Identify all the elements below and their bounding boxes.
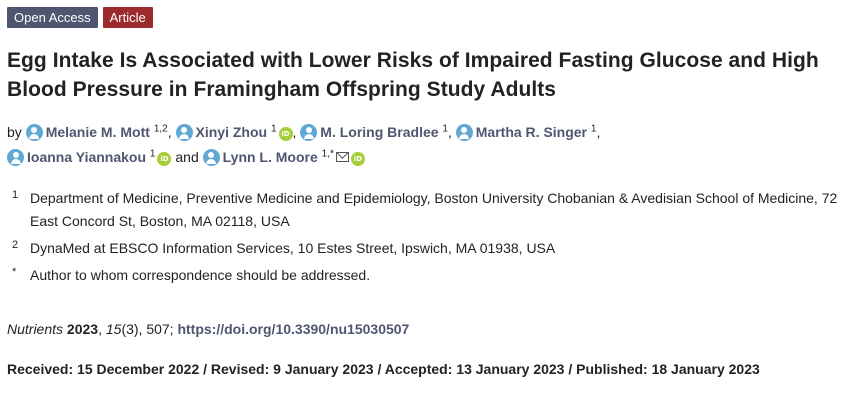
- affiliation-item: 2 DynaMed at EBSCO Information Services,…: [12, 237, 852, 260]
- affiliation-number: 1: [12, 189, 19, 201]
- orcid-icon[interactable]: iD: [157, 152, 172, 166]
- orcid-icon[interactable]: iD: [278, 127, 293, 141]
- citation: Nutrients 2023, 15(3), 507; https://doi.…: [7, 321, 410, 337]
- person-icon[interactable]: [175, 124, 193, 141]
- author-line-1: by Melanie M. Mott 1,2, Xinyi Zhou 1 iD, …: [7, 123, 601, 141]
- person-icon[interactable]: [455, 124, 473, 141]
- author-link[interactable]: Ioanna Yiannakou: [27, 149, 147, 165]
- and-label: and: [175, 149, 199, 165]
- affiliation-item: * Author to whom correspondence should b…: [12, 264, 852, 287]
- article-title: Egg Intake Is Associated with Lower Risk…: [7, 49, 819, 101]
- orcid-icon[interactable]: iD: [350, 152, 365, 166]
- author-affiliation-sup: 1: [270, 123, 277, 135]
- author-link[interactable]: M. Loring Bradlee: [320, 124, 439, 140]
- watermark: [6, 383, 116, 405]
- author-affiliation-sup: 1: [149, 148, 156, 160]
- person-icon[interactable]: [7, 149, 24, 166]
- person-icon[interactable]: [25, 124, 43, 141]
- article-type-badge[interactable]: Article: [102, 7, 153, 28]
- affiliation-text: Author to whom correspondence should be …: [30, 267, 371, 283]
- author-affiliation-sup: 1,2: [153, 123, 168, 135]
- affiliations: 1 Department of Medicine, Preventive Med…: [12, 187, 852, 291]
- author-list: by Melanie M. Mott 1,2, Xinyi Zhou 1 iD, …: [7, 120, 859, 170]
- doi-link[interactable]: https://doi.org/10.3390/nu15030507: [177, 321, 410, 337]
- affiliation-number: *: [12, 266, 17, 278]
- article-badges: Open Access Article: [7, 7, 153, 28]
- affiliation-text: DynaMed at EBSCO Information Services, 1…: [30, 240, 556, 256]
- author-link[interactable]: Lynn L. Moore: [222, 149, 318, 165]
- author-affiliation-sup: 1,*: [321, 148, 334, 160]
- author-affiliation-sup: 1: [442, 123, 448, 135]
- person-icon[interactable]: [300, 124, 318, 141]
- author-link[interactable]: Melanie M. Mott: [45, 124, 150, 140]
- affiliation-number: 2: [12, 239, 19, 251]
- citation-volume: 15: [105, 321, 122, 337]
- author-line-2: Ioanna Yiannakou 1 iD and Lynn L. Moore 1…: [7, 145, 859, 170]
- citation-issue-pages: (3), 507;: [121, 321, 174, 337]
- author-link[interactable]: Martha R. Singer: [475, 124, 588, 140]
- open-access-badge[interactable]: Open Access: [7, 7, 98, 28]
- author-link[interactable]: Xinyi Zhou: [195, 124, 268, 140]
- person-icon[interactable]: [202, 149, 220, 166]
- journal-name: Nutrients: [7, 321, 64, 337]
- affiliation-item: 1 Department of Medicine, Preventive Med…: [12, 187, 852, 233]
- citation-year: 2023: [66, 321, 99, 337]
- publication-dates: Received: 15 December 2022 / Revised: 9 …: [7, 361, 760, 377]
- by-label: by: [7, 124, 22, 140]
- author-affiliation-sup: 1: [590, 123, 597, 135]
- mail-icon[interactable]: [335, 152, 349, 162]
- affiliation-text: Department of Medicine, Preventive Medic…: [30, 190, 838, 229]
